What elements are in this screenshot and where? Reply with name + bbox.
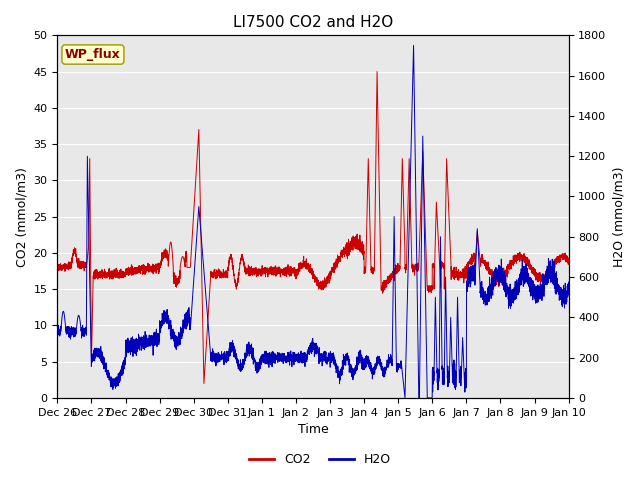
Text: WP_flux: WP_flux	[65, 48, 121, 61]
Legend: CO2, H2O: CO2, H2O	[244, 448, 396, 471]
X-axis label: Time: Time	[298, 423, 328, 436]
Y-axis label: CO2 (mmol/m3): CO2 (mmol/m3)	[15, 167, 28, 266]
Y-axis label: H2O (mmol/m3): H2O (mmol/m3)	[612, 167, 625, 267]
Title: LI7500 CO2 and H2O: LI7500 CO2 and H2O	[233, 15, 393, 30]
